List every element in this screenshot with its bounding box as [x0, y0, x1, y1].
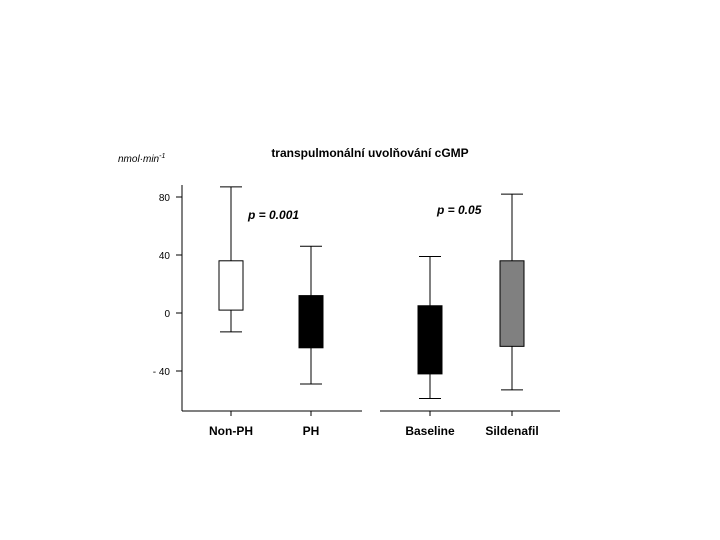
x-category-label: PH	[303, 424, 320, 438]
p-value-annotation: p = 0.05	[436, 203, 482, 217]
x-category-label: Sildenafil	[485, 424, 538, 438]
p-value-annotation: p = 0.001	[247, 208, 299, 222]
chart-labels: Non-PH PH p = 0.001 Baseline Sildenafil p = 0…	[209, 203, 539, 438]
y-tick-label: 0	[164, 309, 170, 320]
chart-title: transpulmonální uvolňování cGMP	[271, 146, 468, 160]
box-ph	[298, 295, 324, 349]
y-tick-label: 40	[159, 251, 171, 262]
y-axis-unit: nmol·min-1	[118, 153, 165, 165]
box-non-ph	[218, 260, 244, 311]
box-baseline	[417, 305, 443, 375]
box-marks	[218, 186, 525, 400]
x-category-label: Baseline	[405, 424, 455, 438]
y-tick-label: 80	[159, 193, 171, 204]
x-category-label: Non-PH	[209, 424, 253, 438]
axes: 80 40 0 - 40	[153, 185, 560, 416]
box-sildenafil	[499, 260, 525, 347]
y-axis-unit-superscript: -1	[159, 153, 165, 160]
y-axis-unit-main: nmol·min	[118, 154, 160, 165]
y-tick-label: - 40	[153, 367, 171, 378]
